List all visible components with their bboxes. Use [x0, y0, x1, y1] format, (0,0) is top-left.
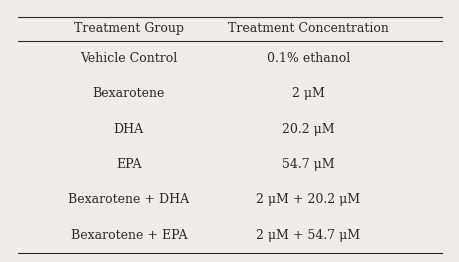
Text: Bexarotene + EPA: Bexarotene + EPA — [70, 229, 187, 242]
Text: 2 μM + 54.7 μM: 2 μM + 54.7 μM — [256, 229, 359, 242]
Text: 54.7 μM: 54.7 μM — [281, 158, 334, 171]
Text: 2 μM: 2 μM — [291, 87, 324, 100]
Text: Bexarotene: Bexarotene — [92, 87, 165, 100]
Text: EPA: EPA — [116, 158, 141, 171]
Text: Treatment Group: Treatment Group — [73, 22, 184, 35]
Text: Vehicle Control: Vehicle Control — [80, 52, 177, 65]
Text: 20.2 μM: 20.2 μM — [281, 123, 334, 135]
Text: Bexarotene + DHA: Bexarotene + DHA — [68, 193, 189, 206]
Text: 0.1% ethanol: 0.1% ethanol — [266, 52, 349, 65]
Text: 2 μM + 20.2 μM: 2 μM + 20.2 μM — [256, 193, 359, 206]
Text: Treatment Concentration: Treatment Concentration — [227, 22, 388, 35]
Text: DHA: DHA — [113, 123, 144, 135]
